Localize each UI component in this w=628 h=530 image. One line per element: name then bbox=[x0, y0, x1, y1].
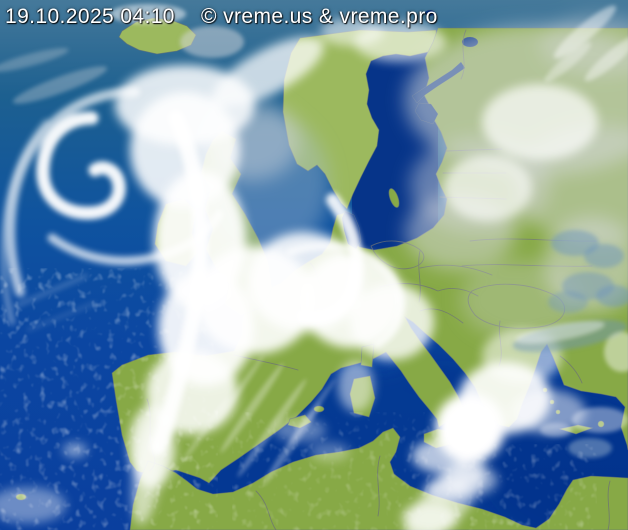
cumulus-speckles bbox=[0, 268, 597, 530]
land-gotland bbox=[388, 188, 400, 208]
lake bbox=[424, 9, 436, 17]
